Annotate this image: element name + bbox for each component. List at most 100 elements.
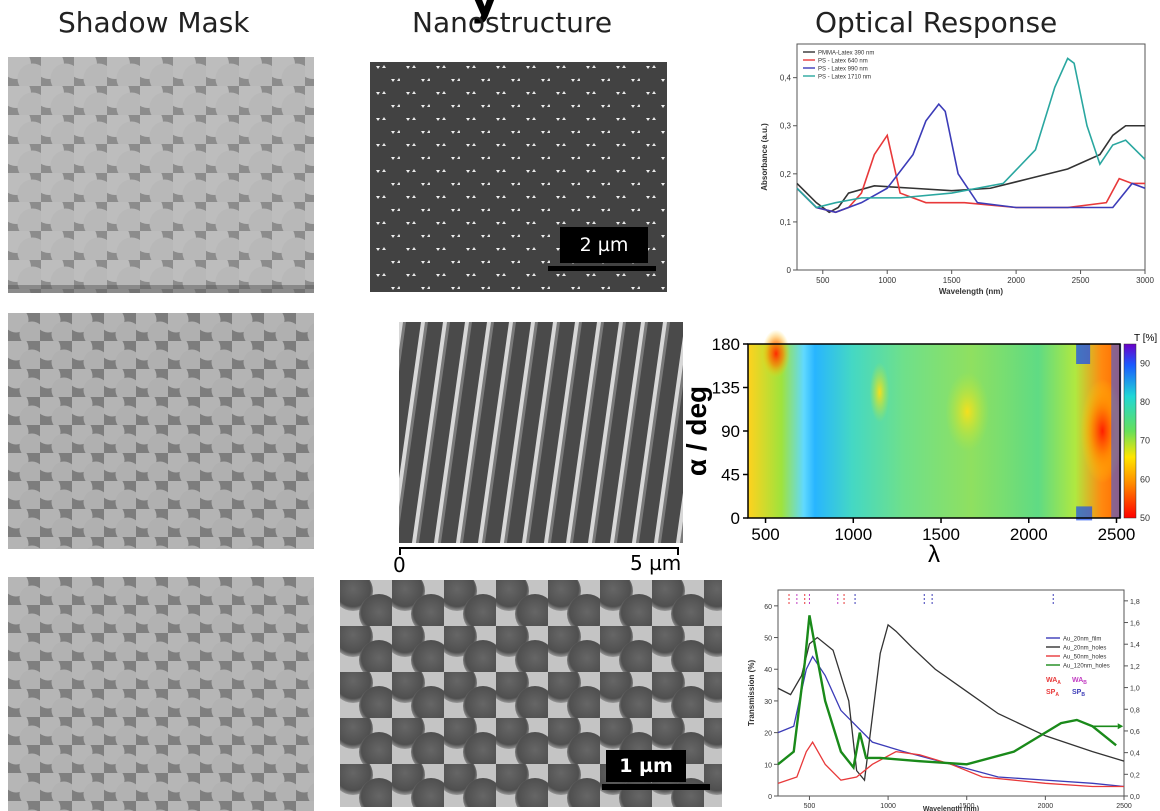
absorbance-legend-label: PMMA-Latex 390 nm [818,51,874,57]
transmission-legend-label: Au_50nm_holes [1063,655,1106,661]
transmission-y-tick-label: 60 [764,604,772,611]
absorbance-x-tick-label: 2500 [1072,276,1090,285]
heatmap-colorbar-tick-label: 80 [1140,397,1150,407]
transmission-series-line [777,615,1117,771]
heatmap-y-tick-label: 0 [731,509,740,528]
heatmap-colorbar-tick-label: 90 [1140,358,1150,368]
transmission-y2-tick-label: 0,2 [1130,772,1140,779]
absorbance-x-tick-label: 2000 [1007,276,1025,285]
transmission-marker-label: WAB [1072,677,1087,686]
absorbance-y-tick-label: 0 [787,266,792,275]
heatmap-highlight [945,371,990,452]
heatmap-colorbar [1123,343,1137,519]
transmission-y-tick-label: 20 [764,731,772,738]
heatmap-field [748,344,1120,518]
heatmap-edge [1111,344,1122,518]
transmission-marker-label: SPB [1072,689,1085,698]
heatmap-colorbar-tick-label: 50 [1140,513,1150,523]
column-header-nanostructure: Nanostructure [412,6,613,39]
nanostructure-image-holes: 1 µm [340,580,722,807]
absorbance-legend-label: PS - Latex 1710 nm [818,75,871,81]
transmission-y-tick-label: 50 [764,636,772,643]
heatmap-colorbar-label: T [%] [1134,333,1157,344]
scale-axis-tick-left [399,547,401,555]
heatmap-x-tick-label: 1500 [922,525,960,544]
heatmap-x-tick-label: 1000 [834,525,872,544]
absorbance-plot-frame [796,43,1146,271]
absorbance-series-line [796,57,1146,209]
scale-bar-line-1um [602,784,710,790]
absorbance-y-tick-label: 0,3 [780,122,792,131]
transmission-y2-tick-label: 0,4 [1130,751,1140,758]
transmission-y-axis-label: Transmission (%) [747,660,756,727]
transmission-y2-tick-label: 1,4 [1130,642,1140,649]
heatmap-x-tick-label: 2000 [1010,525,1048,544]
absorbance-y-tick-label: 0,1 [780,218,792,227]
transmission-series-line [777,655,1125,788]
transmission-y2-tick-label: 0,0 [1130,794,1140,801]
transmission-y-tick-label: 30 [764,699,772,706]
absorbance-x-tick-label: 1000 [878,276,896,285]
absorbance-x-axis-label: Wavelength (nm) [939,287,1003,296]
heatmap-y-axis-label: α / deg [686,386,712,476]
column-header-shadow-mask: Shadow Mask [58,6,250,39]
transmission-series-line [777,623,1125,782]
transmission-y2-tick-label: 1,6 [1130,621,1140,628]
scale-bar-label-2um: 2 µm [560,227,648,263]
transmission-y2-tick-label: 1,2 [1130,664,1140,671]
transmission-marker-label: WAA [1046,677,1061,686]
heatmap-cold-spot [1076,344,1091,364]
nanostructure-image-lines [399,322,683,543]
absorbance-y-tick-label: 0,4 [780,74,792,83]
absorbance-series-line [796,102,1146,214]
transmission-arrow-head [1117,723,1124,730]
transmission-legend-label: Au_120nm_holes [1063,664,1110,670]
heatmap-y-tick-label: 45 [721,466,740,485]
heatmap-x-tick-label: 500 [751,525,779,544]
heatmap-hotspot [762,330,791,378]
transmission-x-tick-label: 2000 [1038,803,1054,810]
transmission-series-line [777,740,1124,788]
absorbance-legend-label: PS - Latex 990 nm [818,67,868,73]
heatmap-highlight [869,362,890,423]
transmission-x-tick-label: 1000 [880,803,896,810]
scale-axis-label-end: 5 µm [630,551,682,575]
transmission-y2-tick-label: 0,6 [1130,729,1140,736]
heatmap-y-tick-label: 180 [712,335,740,354]
transmission-x-axis-label: Wavelength (nm) [923,806,979,811]
transmission-legend-label: Au_20nm_film [1063,637,1101,643]
transmission-y2-tick-label: 0,8 [1130,707,1140,714]
shadow-mask-image-2 [8,313,314,549]
absorbance-y-axis-label: Absorbance (a.u.) [760,123,769,191]
absorbance-x-tick-label: 3000 [1136,276,1154,285]
transmission-y-tick-label: 10 [764,762,772,769]
column-header-optical-response: Optical Response [815,6,1058,39]
transmission-y2-tick-label: 1,0 [1130,686,1140,693]
heatmap-y-tick-label: 90 [721,422,740,441]
heatmap-colorbar-tick-label: 60 [1140,474,1150,484]
transmission-y-tick-label: 0 [768,794,772,801]
scale-bar-line-2um [548,266,656,271]
heatmap-x-tick-label: 2500 [1098,525,1136,544]
absorbance-x-tick-label: 1500 [943,276,961,285]
heatmap-y-tick-label: 135 [712,379,740,398]
absorbance-legend-label: PS - Latex 640 nm [818,59,868,65]
page-title-fragment: y [470,0,499,25]
transmission-marker-label: SPA [1046,689,1059,698]
transmission-legend-label: Au_20nm_holes [1063,646,1106,652]
transmission-plot-frame [777,589,1125,797]
heatmap-colorbar-tick-label: 70 [1140,436,1150,446]
scale-axis-tick-right [677,547,679,555]
absorbance-chart: 500 1000 1500 2000 2500 3000 0 0,1 0,2 0,3 0,4 Wave… [760,43,1154,296]
transmission-heatmap: 500 1000 1500 2000 2500 0 45 90 135 180 λ α / deg T … [686,330,1157,568]
absorbance-x-tick-label: 500 [816,276,830,285]
transmission-y-tick-label: 40 [764,667,772,674]
heatmap-x-axis-label: λ [928,541,940,568]
transmission-x-tick-label: 1500 [959,803,975,810]
shadow-mask-image-1 [8,57,314,293]
transmission-x-tick-label: 500 [804,803,816,810]
nanostructure-image-triangles: 2 µm [370,62,667,292]
transmission-x-tick-label: 2500 [1116,803,1132,810]
absorbance-y-tick-label: 0,2 [780,170,792,179]
transmission-chart: 500 1000 1500 2000 2500 0 10 20 30 40 50 60 0,0 0,2 0,… [747,589,1140,811]
